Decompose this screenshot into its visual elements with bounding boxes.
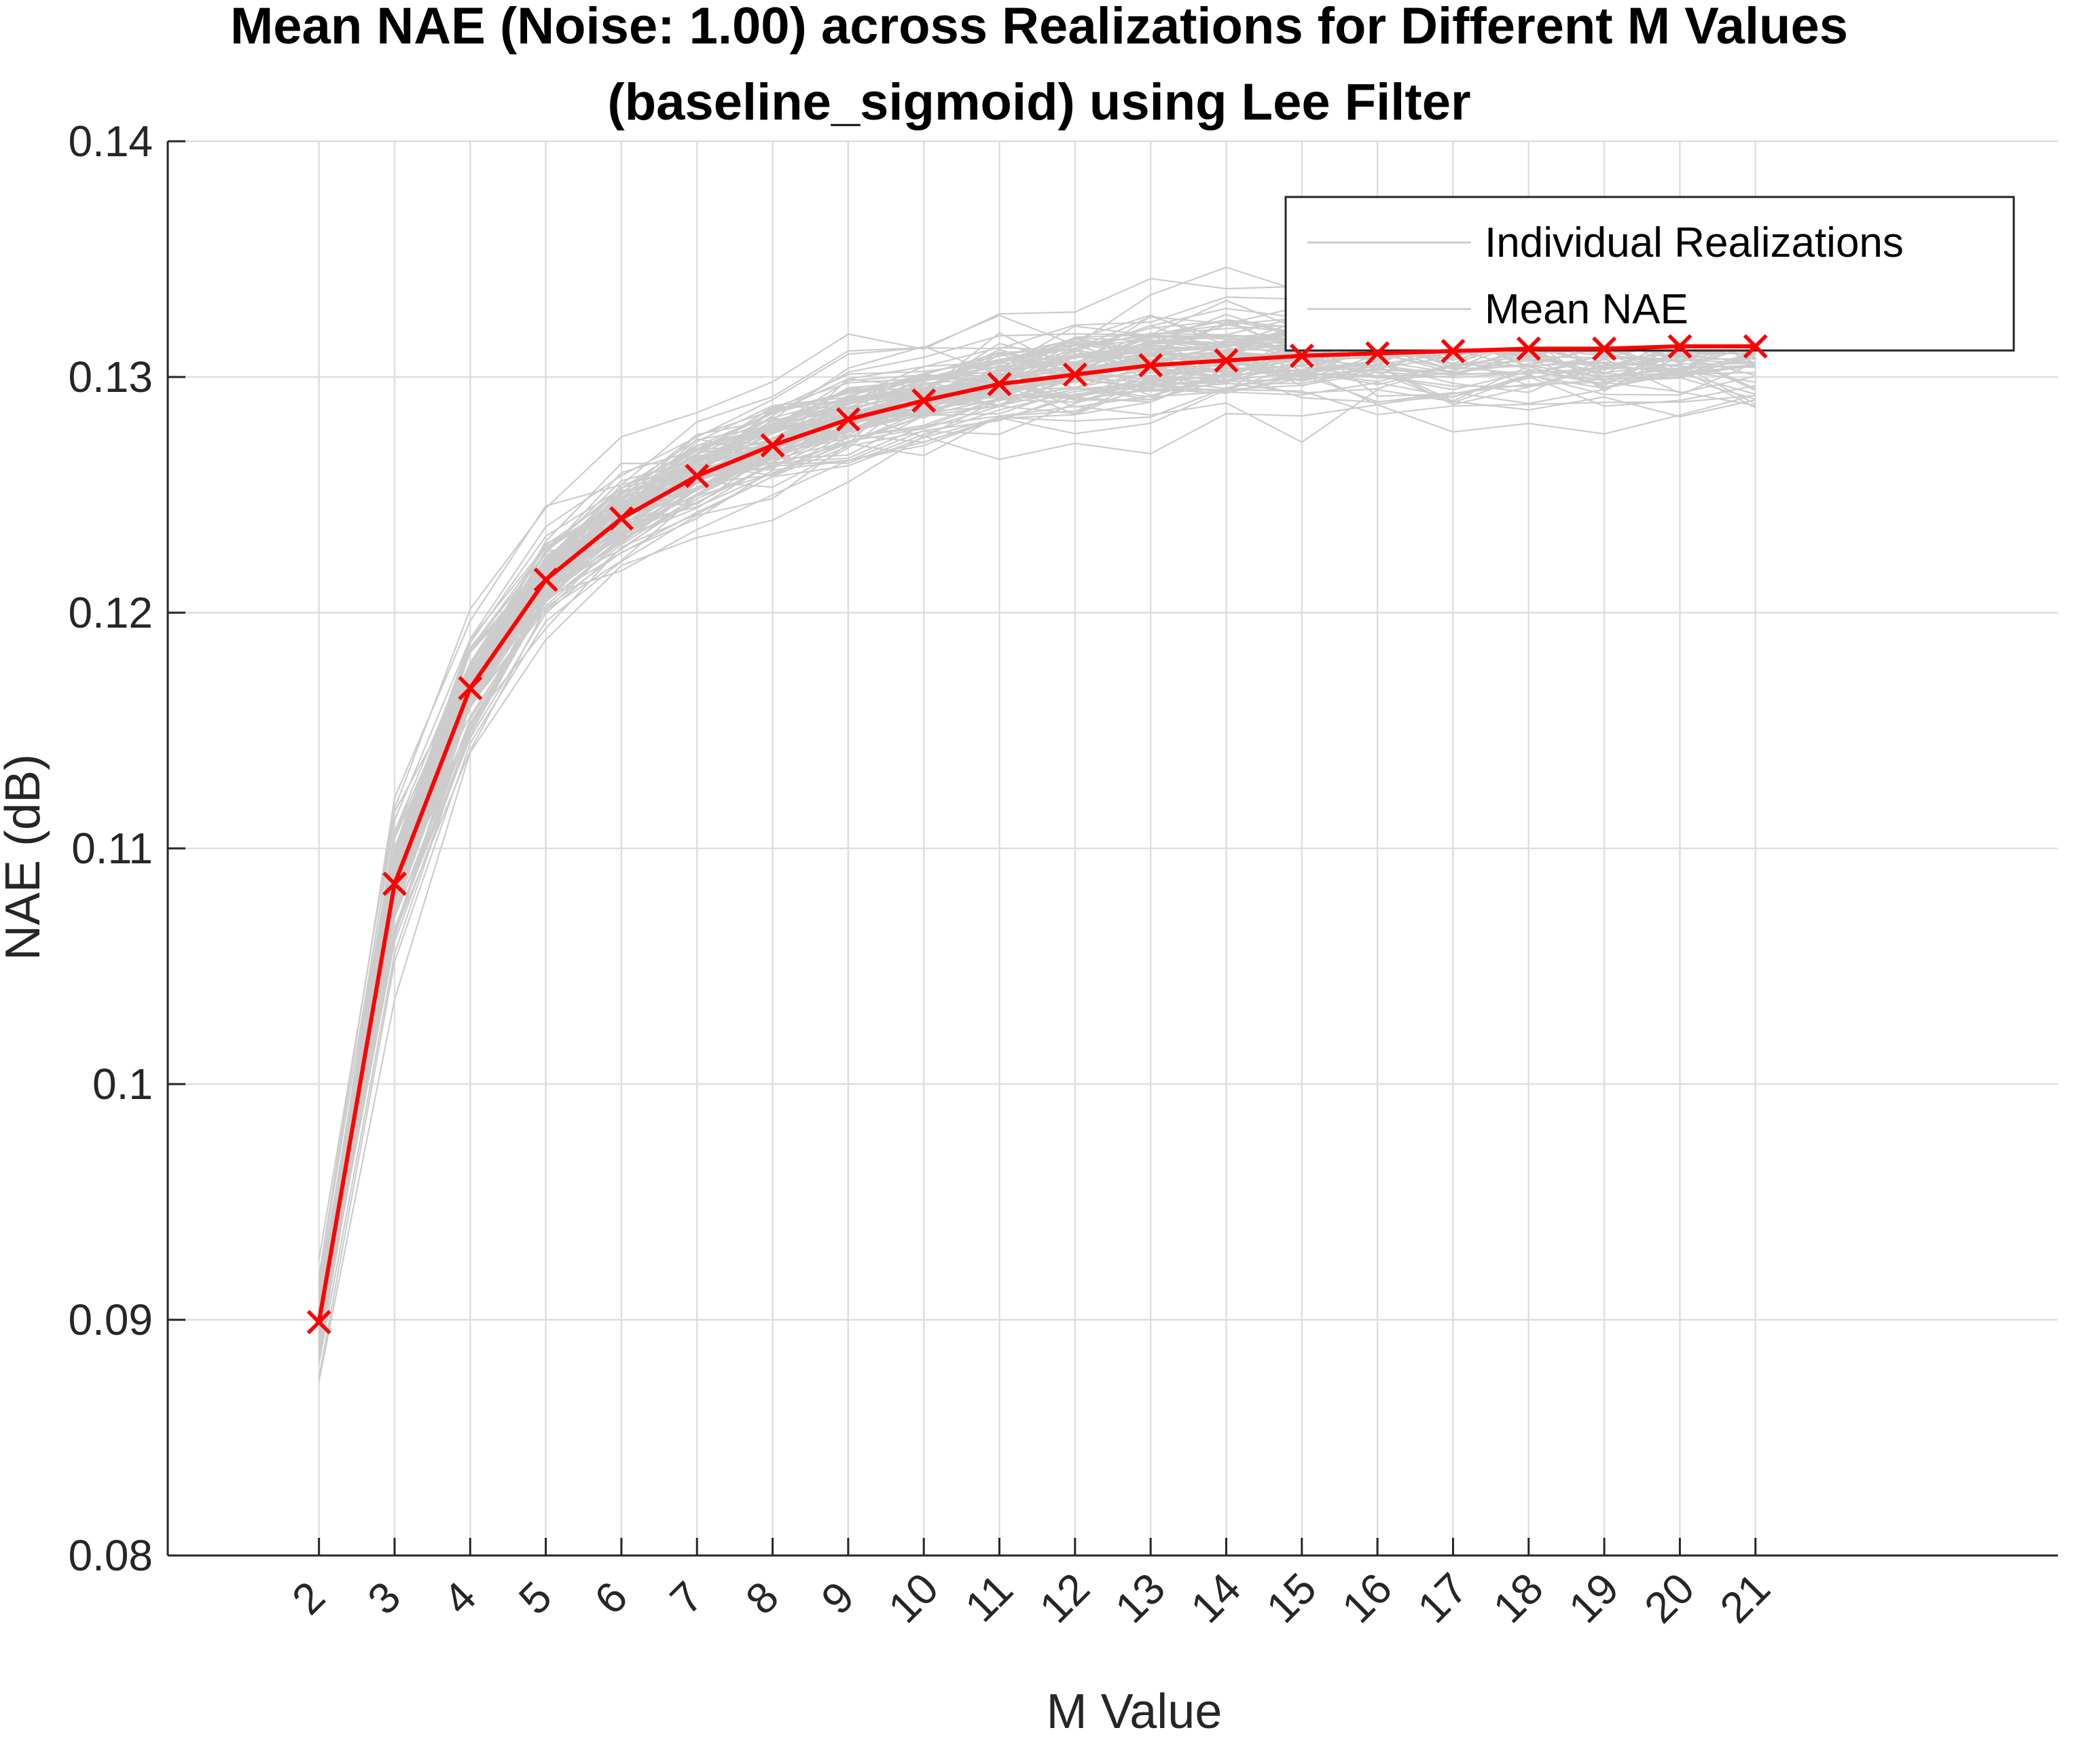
mean-nae-point	[1441, 338, 1466, 363]
marker-x-stroke	[1365, 341, 1390, 366]
marker-x-stroke	[760, 433, 785, 458]
mean-nae-point	[1667, 334, 1692, 359]
marker-x-stroke	[306, 1310, 331, 1335]
y-tick-label: 0.13	[68, 353, 153, 401]
marker-x-stroke	[1289, 343, 1314, 368]
y-tick-label: 0.08	[68, 1531, 153, 1580]
marker-x-stroke	[1743, 334, 1768, 359]
legend-label-realizations: Individual Realizations	[1485, 219, 1904, 266]
y-axis-label: NAE (dB)	[0, 754, 50, 960]
marker-x-stroke	[1441, 338, 1466, 363]
marker-x-stroke	[458, 676, 483, 700]
realization-line	[318, 334, 1756, 1338]
marker-x-stroke	[1138, 353, 1163, 378]
mean-nae-point	[1062, 362, 1087, 387]
mean-nae-point	[1592, 336, 1617, 361]
y-tick-label: 0.14	[68, 117, 153, 166]
chart-subtitle: (baseline_sigmoid) using Lee Filter	[607, 73, 1470, 131]
marker-x-stroke	[1516, 336, 1541, 361]
mean-nae-point	[306, 1310, 331, 1335]
mean-nae-point	[1138, 353, 1163, 378]
mean-nae-point	[458, 676, 483, 700]
legend: Individual Realizations Mean NAE	[1284, 196, 2015, 352]
mean-nae-point	[911, 388, 937, 413]
y-tick-label: 0.1	[92, 1060, 153, 1109]
marker-x-stroke	[685, 463, 710, 488]
marker-x-stroke	[1214, 348, 1239, 373]
marker-x-stroke	[835, 407, 861, 432]
realization-line	[318, 333, 1756, 1330]
y-tick-label: 0.11	[71, 824, 153, 873]
mean-nae-point	[760, 433, 785, 458]
marker-x-stroke	[1667, 334, 1692, 359]
realization-line	[318, 355, 1756, 1338]
marker-x-stroke	[1592, 336, 1617, 361]
marker-x-stroke	[911, 388, 937, 413]
mean-nae-point	[1289, 343, 1314, 368]
mean-nae-point	[685, 463, 710, 488]
marker-x-stroke	[609, 506, 634, 531]
realization-line	[318, 394, 1756, 1382]
marker-x-stroke	[533, 567, 558, 592]
realization-line	[318, 389, 1756, 1364]
mean-nae-point	[533, 567, 558, 592]
y-tick-label: 0.12	[68, 588, 153, 637]
mean-nae-point	[1214, 348, 1239, 373]
realization-line	[318, 389, 1756, 1378]
y-tick-label: 0.09	[68, 1295, 153, 1344]
chart-title: Mean NAE (Noise: 1.00) across Realizatio…	[230, 0, 1848, 55]
realization-line	[318, 361, 1756, 1356]
mean-nae-line	[316, 344, 1756, 1323]
mean-nae-point	[987, 372, 1012, 397]
mean-nae-point	[609, 506, 634, 531]
mean-nae-point	[835, 407, 861, 432]
legend-box	[1284, 196, 2015, 352]
marker-x-stroke	[1062, 362, 1087, 387]
mean-nae-series	[306, 334, 1768, 1335]
mean-nae-point	[1365, 341, 1390, 366]
x-axis-label: M Value	[1047, 1685, 1223, 1739]
mean-nae-point	[382, 871, 407, 896]
mean-nae-point	[1743, 334, 1768, 359]
realization-line	[318, 350, 1756, 1339]
legend-label-mean: Mean NAE	[1485, 286, 1688, 333]
marker-x-stroke	[987, 372, 1012, 397]
marker-x-stroke	[382, 871, 407, 896]
mean-nae-point	[1516, 336, 1541, 361]
